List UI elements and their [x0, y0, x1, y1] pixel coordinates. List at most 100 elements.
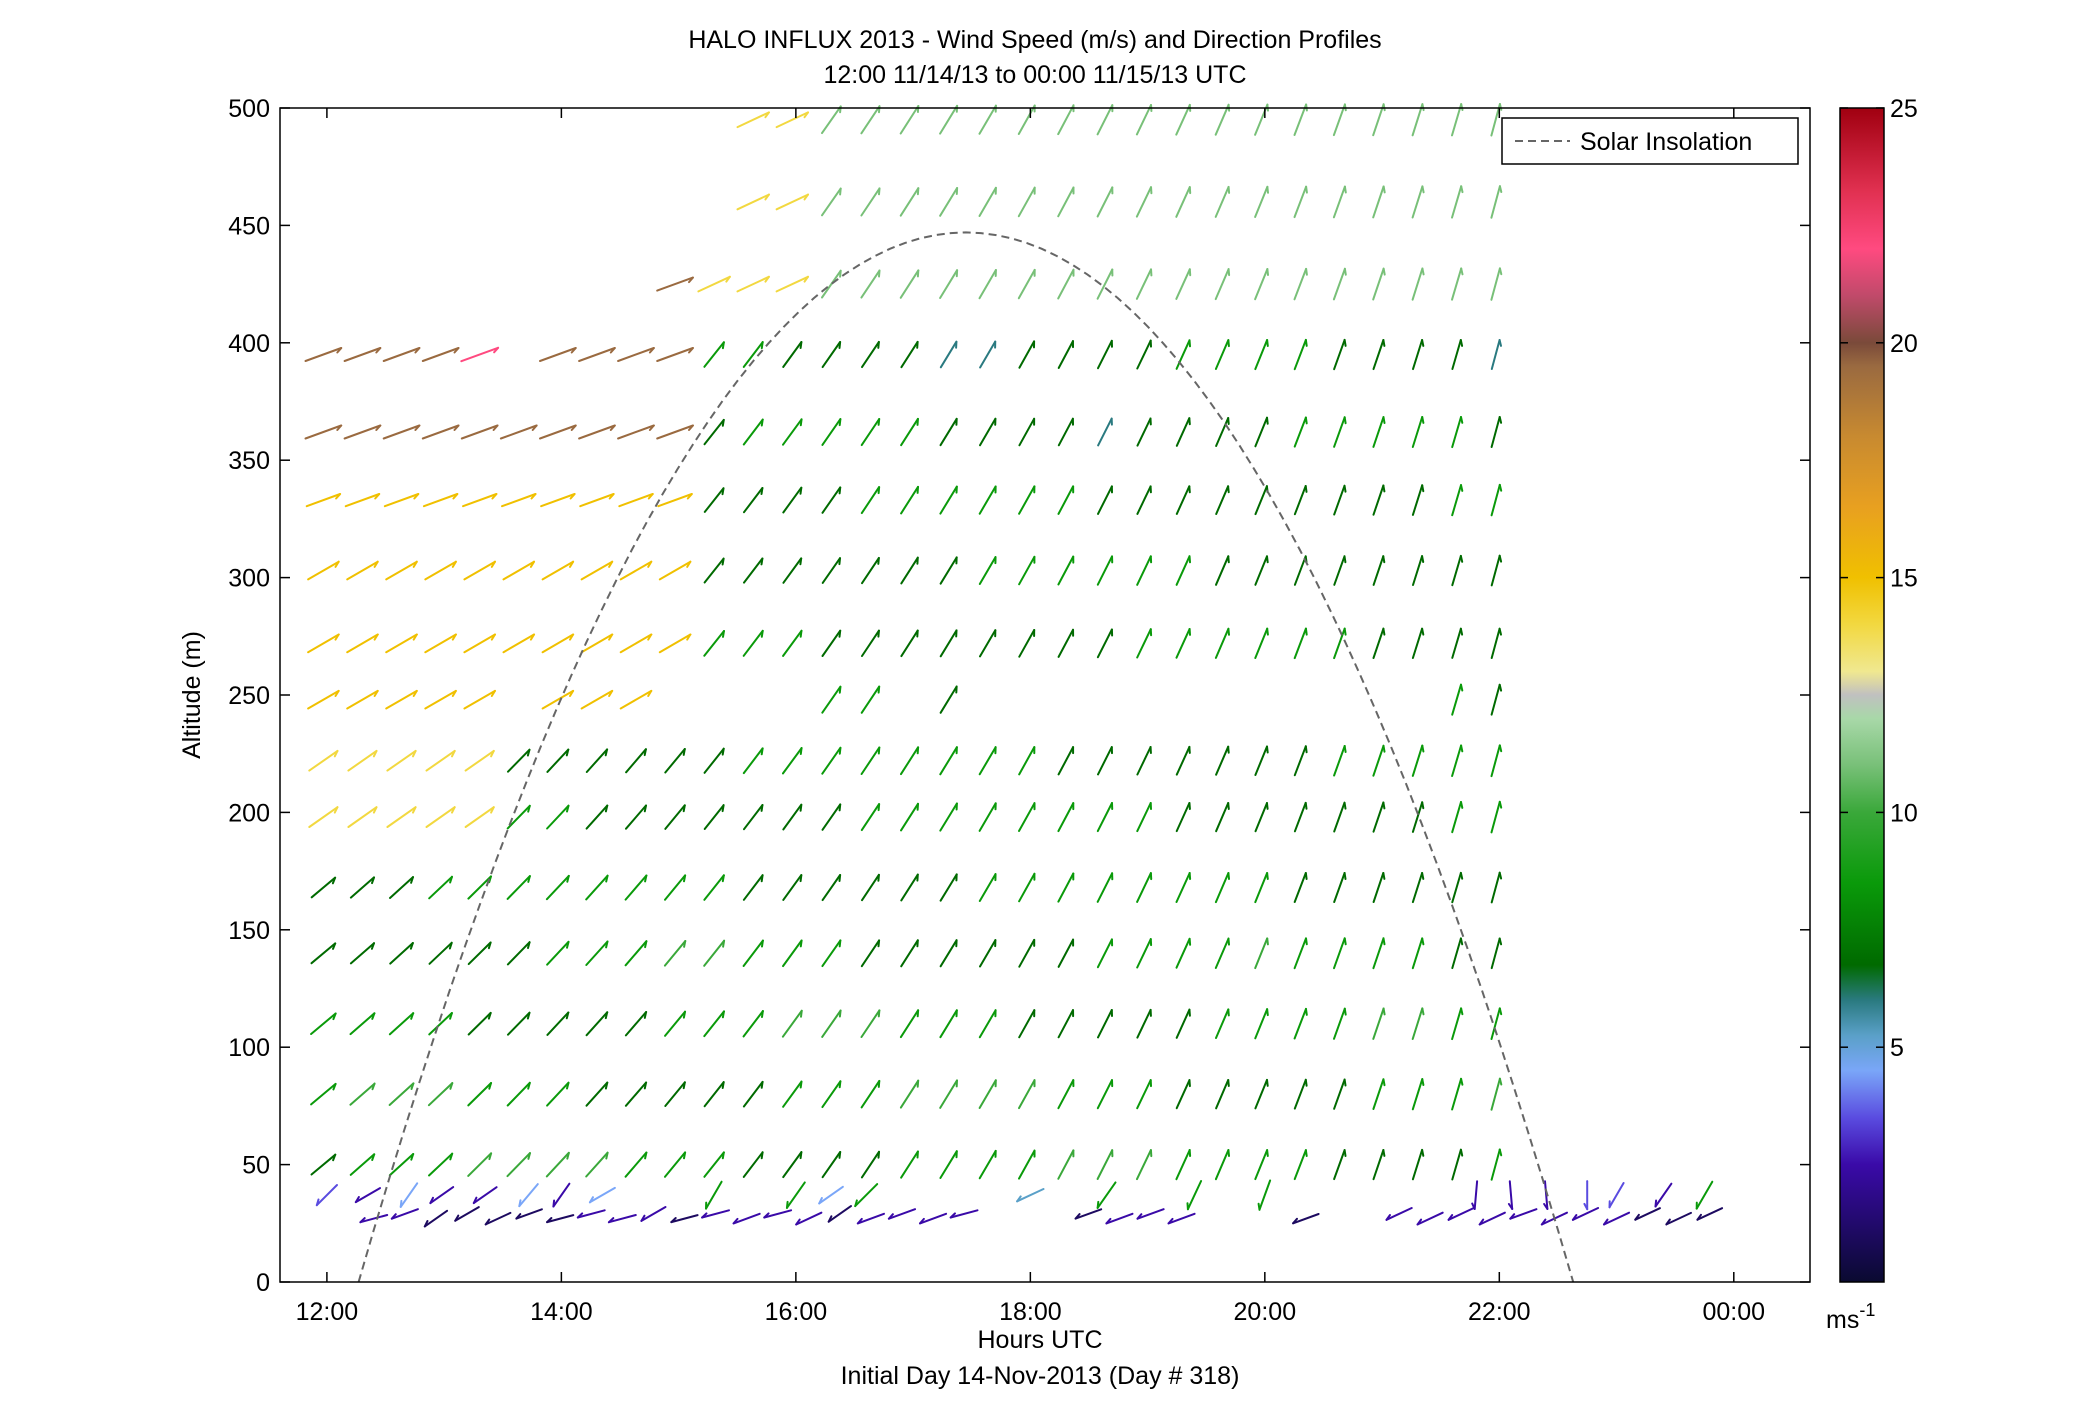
- wind-vector-head: [527, 1081, 531, 1090]
- wind-vector-head: [1460, 267, 1464, 276]
- wind-vector-shaft: [1372, 555, 1385, 586]
- wind-vector-head: [764, 193, 770, 201]
- wind-vector-head: [1654, 1199, 1658, 1208]
- wind-vector: [1254, 1078, 1269, 1110]
- wind-vector: [703, 1081, 725, 1108]
- wind-vector: [978, 1149, 997, 1180]
- wind-vector-head: [334, 633, 340, 641]
- wind-vector-near-surface: [1186, 1180, 1203, 1211]
- wind-vector: [428, 1152, 454, 1177]
- wind-vector-head: [1602, 1218, 1609, 1226]
- wind-vector-near-surface: [429, 1186, 455, 1205]
- wind-vector-head: [423, 1220, 429, 1228]
- wind-vector-shaft: [619, 560, 653, 581]
- wind-vector: [1214, 339, 1230, 370]
- wind-vector: [703, 557, 725, 584]
- wind-vector-surface: [1385, 1207, 1413, 1221]
- wind-vector-surface: [1571, 1207, 1600, 1221]
- wind-vector-shaft: [1097, 485, 1113, 515]
- wind-vector-surface: [795, 1211, 823, 1226]
- wind-vector-head: [375, 424, 382, 431]
- wind-vector-shaft: [1490, 800, 1501, 834]
- wind-vector-head: [1266, 627, 1269, 636]
- wind-vector-head: [1343, 484, 1347, 493]
- wind-vector-shaft: [658, 633, 692, 654]
- wind-vector: [578, 424, 616, 440]
- wind-vector: [347, 749, 378, 772]
- wind-vector-head: [1265, 745, 1269, 754]
- wind-vector: [742, 1010, 764, 1038]
- wind-vector-shaft: [427, 1082, 454, 1107]
- wind-vector: [1097, 417, 1113, 447]
- wind-vector: [978, 873, 997, 902]
- wind-vector: [580, 633, 614, 654]
- wind-vector: [1214, 627, 1230, 659]
- wind-vector-shaft: [821, 685, 842, 714]
- wind-vector: [1411, 484, 1425, 516]
- wind-vector-head: [531, 424, 538, 431]
- y-tick-label: 450: [228, 212, 270, 240]
- wind-vector-shaft: [424, 633, 457, 654]
- wind-vector: [1333, 801, 1347, 833]
- wind-vector-shaft: [1451, 554, 1462, 587]
- wind-vector: [307, 689, 340, 710]
- wind-vector-head: [1304, 1007, 1308, 1016]
- wind-vector-shaft: [939, 340, 958, 369]
- wind-vector: [782, 629, 803, 657]
- wind-vector: [1175, 937, 1192, 969]
- wind-vector-head: [1266, 185, 1269, 194]
- wind-vector-shaft: [343, 347, 382, 362]
- wind-vector-shaft: [467, 875, 492, 900]
- wind-vector: [467, 941, 492, 966]
- wind-vector-shaft: [546, 1214, 575, 1224]
- wind-vector-shaft: [585, 748, 609, 773]
- wind-vector-shaft: [703, 939, 726, 967]
- wind-vector-shaft: [1451, 1148, 1462, 1181]
- wind-vector-shaft: [1293, 801, 1307, 833]
- wind-vector-head: [721, 747, 725, 756]
- wind-vector: [821, 340, 842, 369]
- wind-vector-shaft: [1490, 267, 1501, 301]
- wind-vector-shaft: [1372, 267, 1385, 301]
- wind-vector-shaft: [1293, 1007, 1307, 1040]
- wind-vector-near-surface: [1016, 1188, 1045, 1203]
- wind-vector: [656, 347, 694, 362]
- wind-vector: [1136, 1149, 1153, 1181]
- wind-vector: [939, 802, 958, 832]
- wind-vector-head: [412, 633, 418, 641]
- wind-vector: [540, 493, 576, 508]
- y-tick-label: 150: [228, 917, 270, 945]
- wind-vector-shaft: [1571, 1207, 1600, 1221]
- wind-vector-head: [530, 493, 537, 500]
- wind-vector-shaft: [1665, 1211, 1692, 1226]
- wind-vector-head: [803, 193, 810, 201]
- wind-vector-head: [588, 1196, 594, 1204]
- wind-vector: [1372, 555, 1386, 586]
- wind-vector-surface: [701, 1209, 730, 1219]
- wind-vector-shaft: [781, 1009, 803, 1038]
- wind-vector-shaft: [1136, 802, 1152, 833]
- wind-vector-shaft: [1136, 1149, 1152, 1181]
- wind-vector: [742, 629, 764, 657]
- wind-vector-shaft: [1372, 627, 1385, 659]
- wind-vector: [861, 629, 880, 657]
- wind-vector-shaft: [346, 633, 379, 654]
- wind-vector: [467, 1152, 493, 1177]
- wind-vector-shaft: [1508, 1180, 1514, 1210]
- wind-vector: [460, 346, 500, 363]
- wind-vector: [1451, 103, 1464, 137]
- wind-vector-shaft: [900, 873, 919, 902]
- wind-vector-shaft: [821, 486, 842, 514]
- wind-vector-head: [799, 874, 803, 883]
- wind-vector-shaft: [304, 347, 343, 362]
- wind-vector: [775, 193, 810, 211]
- wind-vector-head: [390, 1213, 397, 1220]
- wind-vector-shaft: [1478, 1211, 1506, 1226]
- wind-vector: [1411, 103, 1425, 137]
- wind-vector-shaft: [821, 1009, 842, 1038]
- wind-vector-shaft: [1096, 268, 1114, 300]
- wind-vector-shaft: [1057, 1079, 1075, 1110]
- colorbar-ticks: 5 10 15 20 25: [1840, 95, 1918, 1062]
- wind-vector-shaft: [1215, 417, 1230, 447]
- wind-vector: [899, 1009, 920, 1039]
